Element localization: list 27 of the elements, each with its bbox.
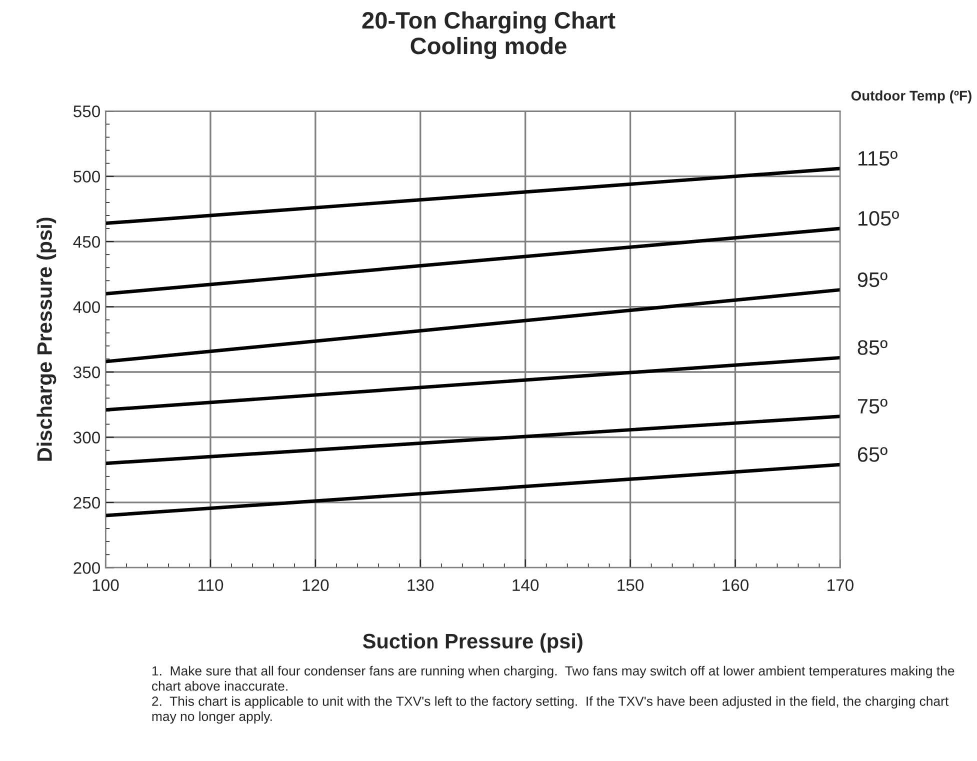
- x-tick-label: 130: [408, 579, 434, 592]
- series-label: 75º: [858, 398, 888, 414]
- y-tick-label: 500: [74, 170, 100, 183]
- x-axis-title: Suction Pressure (psi): [362, 633, 582, 653]
- x-tick-label: 170: [828, 579, 854, 592]
- y-tick-label: 300: [73, 432, 100, 444]
- y-axis-title: Discharge Pressure (psi): [36, 218, 56, 461]
- y-tick-label: 250: [74, 496, 100, 509]
- y-tick-label: 400: [73, 301, 100, 313]
- legend-title: Outdoor Temp (ºF): [851, 90, 972, 104]
- x-tick-label: 110: [198, 579, 224, 592]
- chart-title: 20-Ton Charging Chart Cooling mode: [362, 11, 616, 60]
- series-label: 65º: [858, 447, 888, 462]
- series-label: 95º: [858, 272, 888, 288]
- x-tick-label: 120: [302, 579, 329, 592]
- series-label: 115º: [858, 150, 898, 166]
- x-tick-label: 160: [722, 579, 749, 592]
- y-tick-label: 550: [74, 106, 100, 118]
- y-tick-label: 350: [73, 366, 100, 378]
- x-tick-label: 140: [512, 579, 539, 592]
- y-tick-label: 200: [74, 562, 100, 574]
- series-label: 105º: [858, 211, 899, 226]
- y-tick-label: 450: [73, 236, 100, 248]
- x-tick-label: 150: [618, 579, 644, 592]
- x-tick-label: 100: [92, 579, 119, 592]
- text: 1. Make sure that all four condenser fans are running when charging. Two fans may switch off at lower ambient temperatures making the chart above inaccurate. 2. This chart is applicable to unit with the TXV's left to the factory setting. If the TXV's have been adjusted in the field, the charging chart may no longer apply.: [152, 666, 954, 724]
- series-label: 85º: [858, 340, 888, 355]
